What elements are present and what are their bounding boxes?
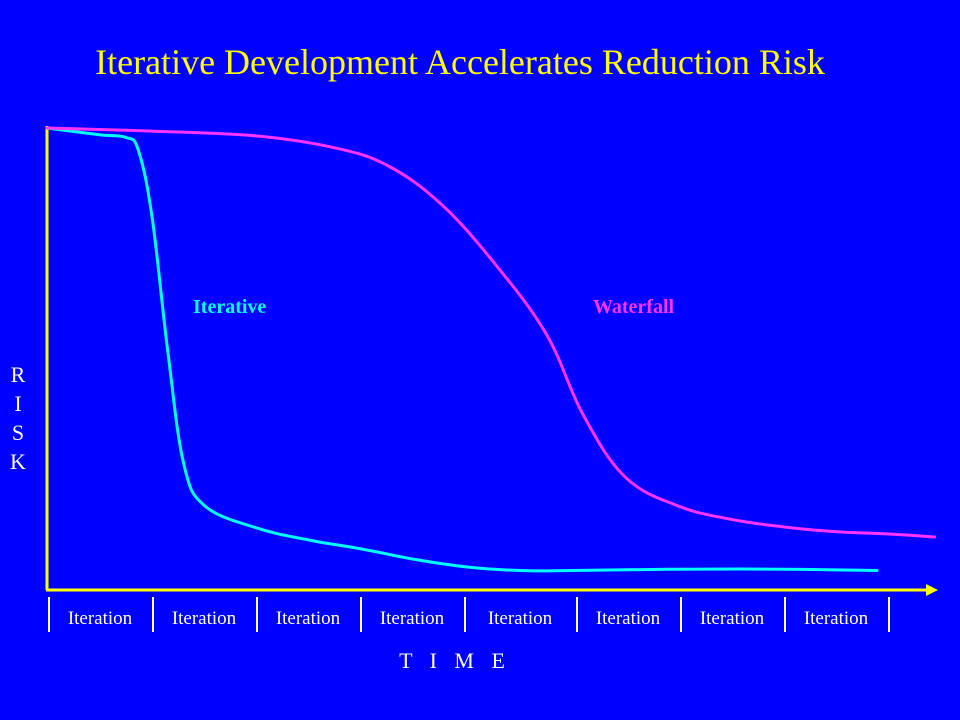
- x-axis-arrowhead: [926, 584, 938, 596]
- series-label-waterfall: Waterfall: [593, 296, 675, 318]
- iteration-separator: [464, 597, 466, 632]
- x-tick-label: Iteration: [487, 608, 553, 629]
- x-tick-label: Iteration: [275, 608, 341, 629]
- y-axis-letter: K: [10, 449, 26, 474]
- x-tick-label: Iteration: [67, 608, 133, 629]
- series-line-iterative: [45, 126, 879, 573]
- x-tick-label: Iteration: [171, 608, 237, 629]
- y-axis-letter: S: [11, 420, 25, 445]
- y-axis-letter: I: [14, 391, 22, 416]
- series-line-waterfall: [45, 126, 937, 539]
- iteration-separator: [48, 597, 50, 632]
- iteration-separator: [680, 597, 682, 632]
- x-tick-label: Iteration: [803, 608, 869, 629]
- slide-title: Iterative Development Accelerates Reduct…: [95, 42, 825, 82]
- x-tick-label: Iteration: [699, 608, 765, 629]
- iteration-separator: [360, 597, 362, 632]
- iteration-separator: [888, 597, 890, 632]
- x-axis-label: T I M E: [399, 648, 511, 673]
- iteration-separator: [152, 597, 154, 632]
- y-axis-label: R I S K: [4, 360, 32, 476]
- series-layer: [45, 126, 937, 573]
- iteration-separator: [576, 597, 578, 632]
- x-tick-label: Iteration: [595, 608, 661, 629]
- x-tick-label: Iteration: [379, 608, 445, 629]
- y-axis-letter: R: [10, 362, 26, 387]
- series-label-iterative: Iterative: [193, 296, 267, 318]
- iteration-separator: [256, 597, 258, 632]
- iteration-separator: [784, 597, 786, 632]
